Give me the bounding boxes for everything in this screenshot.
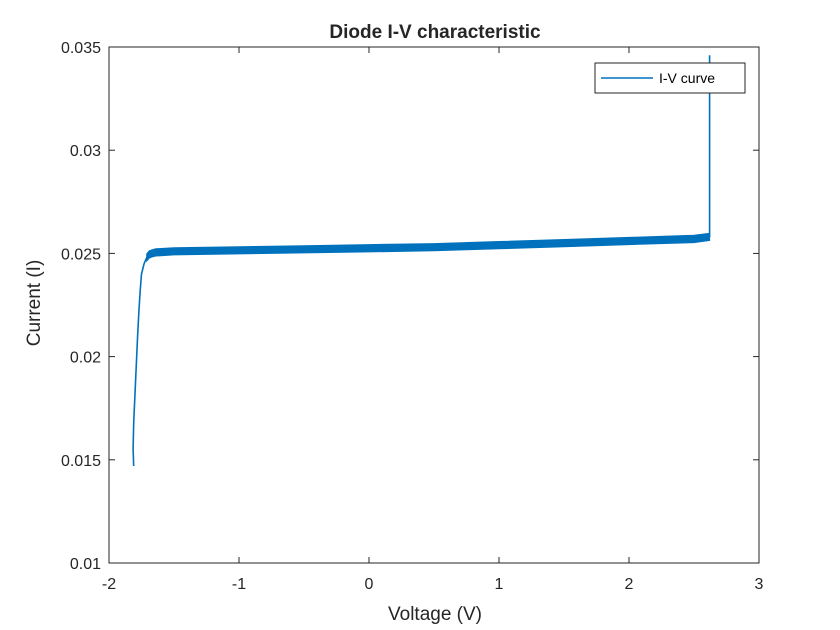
y-tick-label: 0.025 [61, 246, 101, 263]
plot-area [132, 55, 711, 467]
axes-box [108, 46, 760, 564]
y-tick-label: 0.035 [61, 40, 101, 57]
y-tick-label: 0.01 [70, 556, 101, 573]
x-tick-label: -2 [102, 576, 116, 593]
y-axis-label: Current (I) [24, 260, 45, 347]
legend: I-V curve [594, 62, 746, 94]
x-tick-label: -1 [232, 576, 246, 593]
x-tick-label: 2 [625, 576, 634, 593]
y-tick-label: 0.02 [70, 350, 101, 367]
y-tick-label: 0.015 [61, 453, 101, 470]
x-axis-label: Voltage (V) [388, 604, 482, 625]
x-tick-label: 0 [365, 576, 374, 593]
chart-title: Diode I-V characteristic [329, 22, 541, 43]
x-tick-label: 1 [495, 576, 504, 593]
x-tick-label: 3 [755, 576, 764, 593]
legend-label: I-V curve [659, 70, 715, 86]
y-tick-label: 0.03 [70, 143, 101, 160]
series-line [132, 55, 711, 467]
axes: -2 -1 0 1 2 3 0.01 0.015 0.02 0.025 0.03 0.035 [61, 40, 764, 593]
